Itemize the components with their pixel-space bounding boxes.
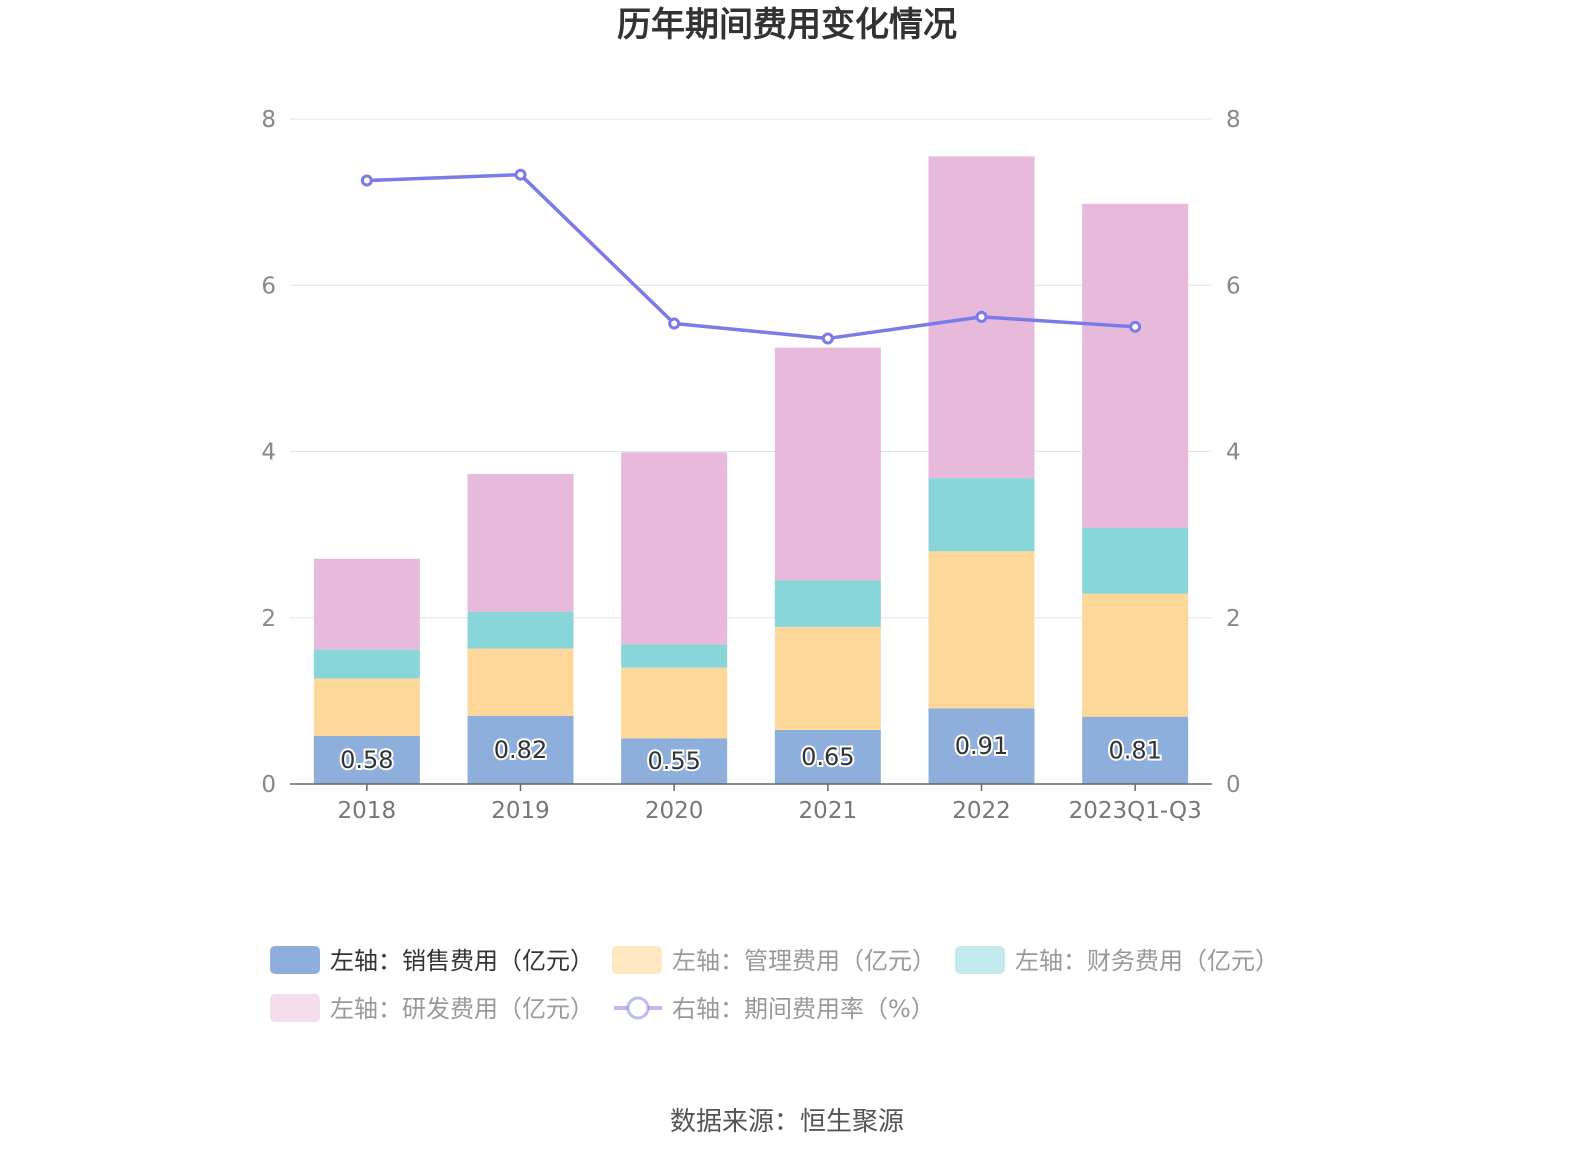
bar-segment[interactable] — [774, 729, 881, 784]
bar-segment[interactable] — [928, 708, 1035, 784]
x-tick-label: 2023Q1-Q3 — [1069, 798, 1202, 824]
x-tick-label: 2021 — [799, 798, 858, 824]
grid-lines — [290, 118, 1212, 619]
bar-segment[interactable] — [621, 644, 728, 668]
line-series — [360, 168, 1142, 345]
bar-segment[interactable] — [774, 626, 881, 730]
x-axis-ticks: 2018 2019 2020 2021 2022 2023Q1-Q3 — [338, 784, 1202, 824]
source-text: 数据来源：恒生聚源 — [670, 1107, 904, 1137]
bar-data-label: 0.65 — [801, 743, 854, 771]
bar-series — [313, 156, 1189, 784]
y-right-tick-label: 2 — [1226, 606, 1241, 632]
bar-segment[interactable] — [313, 558, 420, 650]
bar-segment[interactable] — [1082, 203, 1189, 528]
bar-segment[interactable] — [467, 715, 574, 784]
legend-item[interactable]: 左轴：管理费用（亿元） — [612, 946, 936, 975]
bar-data-label: 0.82 — [494, 736, 547, 764]
legend-swatch — [612, 946, 662, 974]
bar-segment[interactable] — [467, 473, 574, 612]
legend[interactable]: 左轴：销售费用（亿元） 左轴：管理费用（亿元） 左轴：财务费用（亿元） 左轴：研发费用… — [270, 946, 1279, 1023]
bar-segment[interactable] — [313, 678, 420, 736]
bar-data-label: 0.91 — [955, 732, 1008, 760]
legend-swatch — [955, 946, 1005, 974]
y-right-tick-label: 0 — [1226, 772, 1241, 798]
bar-data-label: 0.55 — [647, 747, 700, 775]
legend-marker — [626, 996, 650, 1020]
rate-point[interactable] — [668, 317, 681, 330]
x-tick-label: 2018 — [338, 798, 397, 824]
bar-segment[interactable] — [467, 611, 574, 649]
bar-segment[interactable] — [774, 347, 881, 581]
bar-segment[interactable] — [313, 649, 420, 679]
legend-label: 右轴：期间费用率（%） — [672, 995, 935, 1023]
bar-segment[interactable] — [774, 580, 881, 627]
y-left-tick-label: 6 — [261, 273, 276, 299]
bar-segment[interactable] — [928, 478, 1035, 552]
y-left-tick-label: 8 — [261, 107, 276, 133]
legend-item[interactable]: 右轴：期间费用率（%） — [614, 995, 935, 1023]
bar-segment[interactable] — [928, 551, 1035, 709]
bar-segment[interactable] — [621, 452, 728, 645]
bar-data-label: 0.58 — [340, 746, 393, 774]
legend-label: 左轴：研发费用（亿元） — [330, 995, 594, 1023]
y-left-tick-label: 0 — [261, 772, 276, 798]
legend-swatch — [270, 994, 320, 1022]
legend-item[interactable]: 左轴：财务费用（亿元） — [955, 946, 1279, 975]
legend-item[interactable]: 左轴：研发费用（亿元） — [270, 994, 594, 1023]
right-axis-ticks: 0 2 4 6 8 — [1226, 107, 1241, 798]
rate-point[interactable] — [360, 174, 373, 187]
rate-point[interactable] — [514, 168, 527, 181]
bar-segment[interactable] — [1082, 716, 1189, 784]
bar-data-label: 0.81 — [1108, 736, 1161, 764]
x-tick-label: 2020 — [645, 798, 704, 824]
bar-segment[interactable] — [621, 738, 728, 784]
y-left-tick-label: 4 — [261, 440, 276, 466]
bar-segment[interactable] — [1082, 593, 1189, 717]
rate-point[interactable] — [1129, 320, 1142, 333]
bar-value-labels: 0.58 0.82 0.55 0.65 0.91 0.81 — [338, 730, 1164, 777]
rate-point[interactable] — [975, 310, 988, 323]
chart-title: 历年期间费用变化情况 — [617, 5, 957, 45]
y-right-tick-label: 6 — [1226, 273, 1241, 299]
bar-segment[interactable] — [621, 667, 728, 739]
bar-segment[interactable] — [1082, 527, 1189, 594]
left-axis-ticks: 0 2 4 6 8 — [261, 107, 276, 798]
x-tick-label: 2019 — [491, 798, 550, 824]
legend-label: 左轴：销售费用（亿元） — [330, 947, 594, 975]
y-left-tick-label: 2 — [261, 606, 276, 632]
rate-line — [366, 172, 1136, 341]
bar-segment[interactable] — [313, 735, 420, 784]
rate-point[interactable] — [821, 332, 834, 345]
bar-segment[interactable] — [467, 648, 574, 716]
legend-swatch — [270, 946, 320, 974]
legend-label: 左轴：财务费用（亿元） — [1015, 947, 1279, 975]
legend-label: 左轴：管理费用（亿元） — [672, 947, 936, 975]
y-right-tick-label: 4 — [1226, 440, 1241, 466]
legend-item[interactable]: 左轴：销售费用（亿元） — [270, 946, 594, 975]
x-tick-label: 2022 — [952, 798, 1011, 824]
y-right-tick-label: 8 — [1226, 107, 1241, 133]
